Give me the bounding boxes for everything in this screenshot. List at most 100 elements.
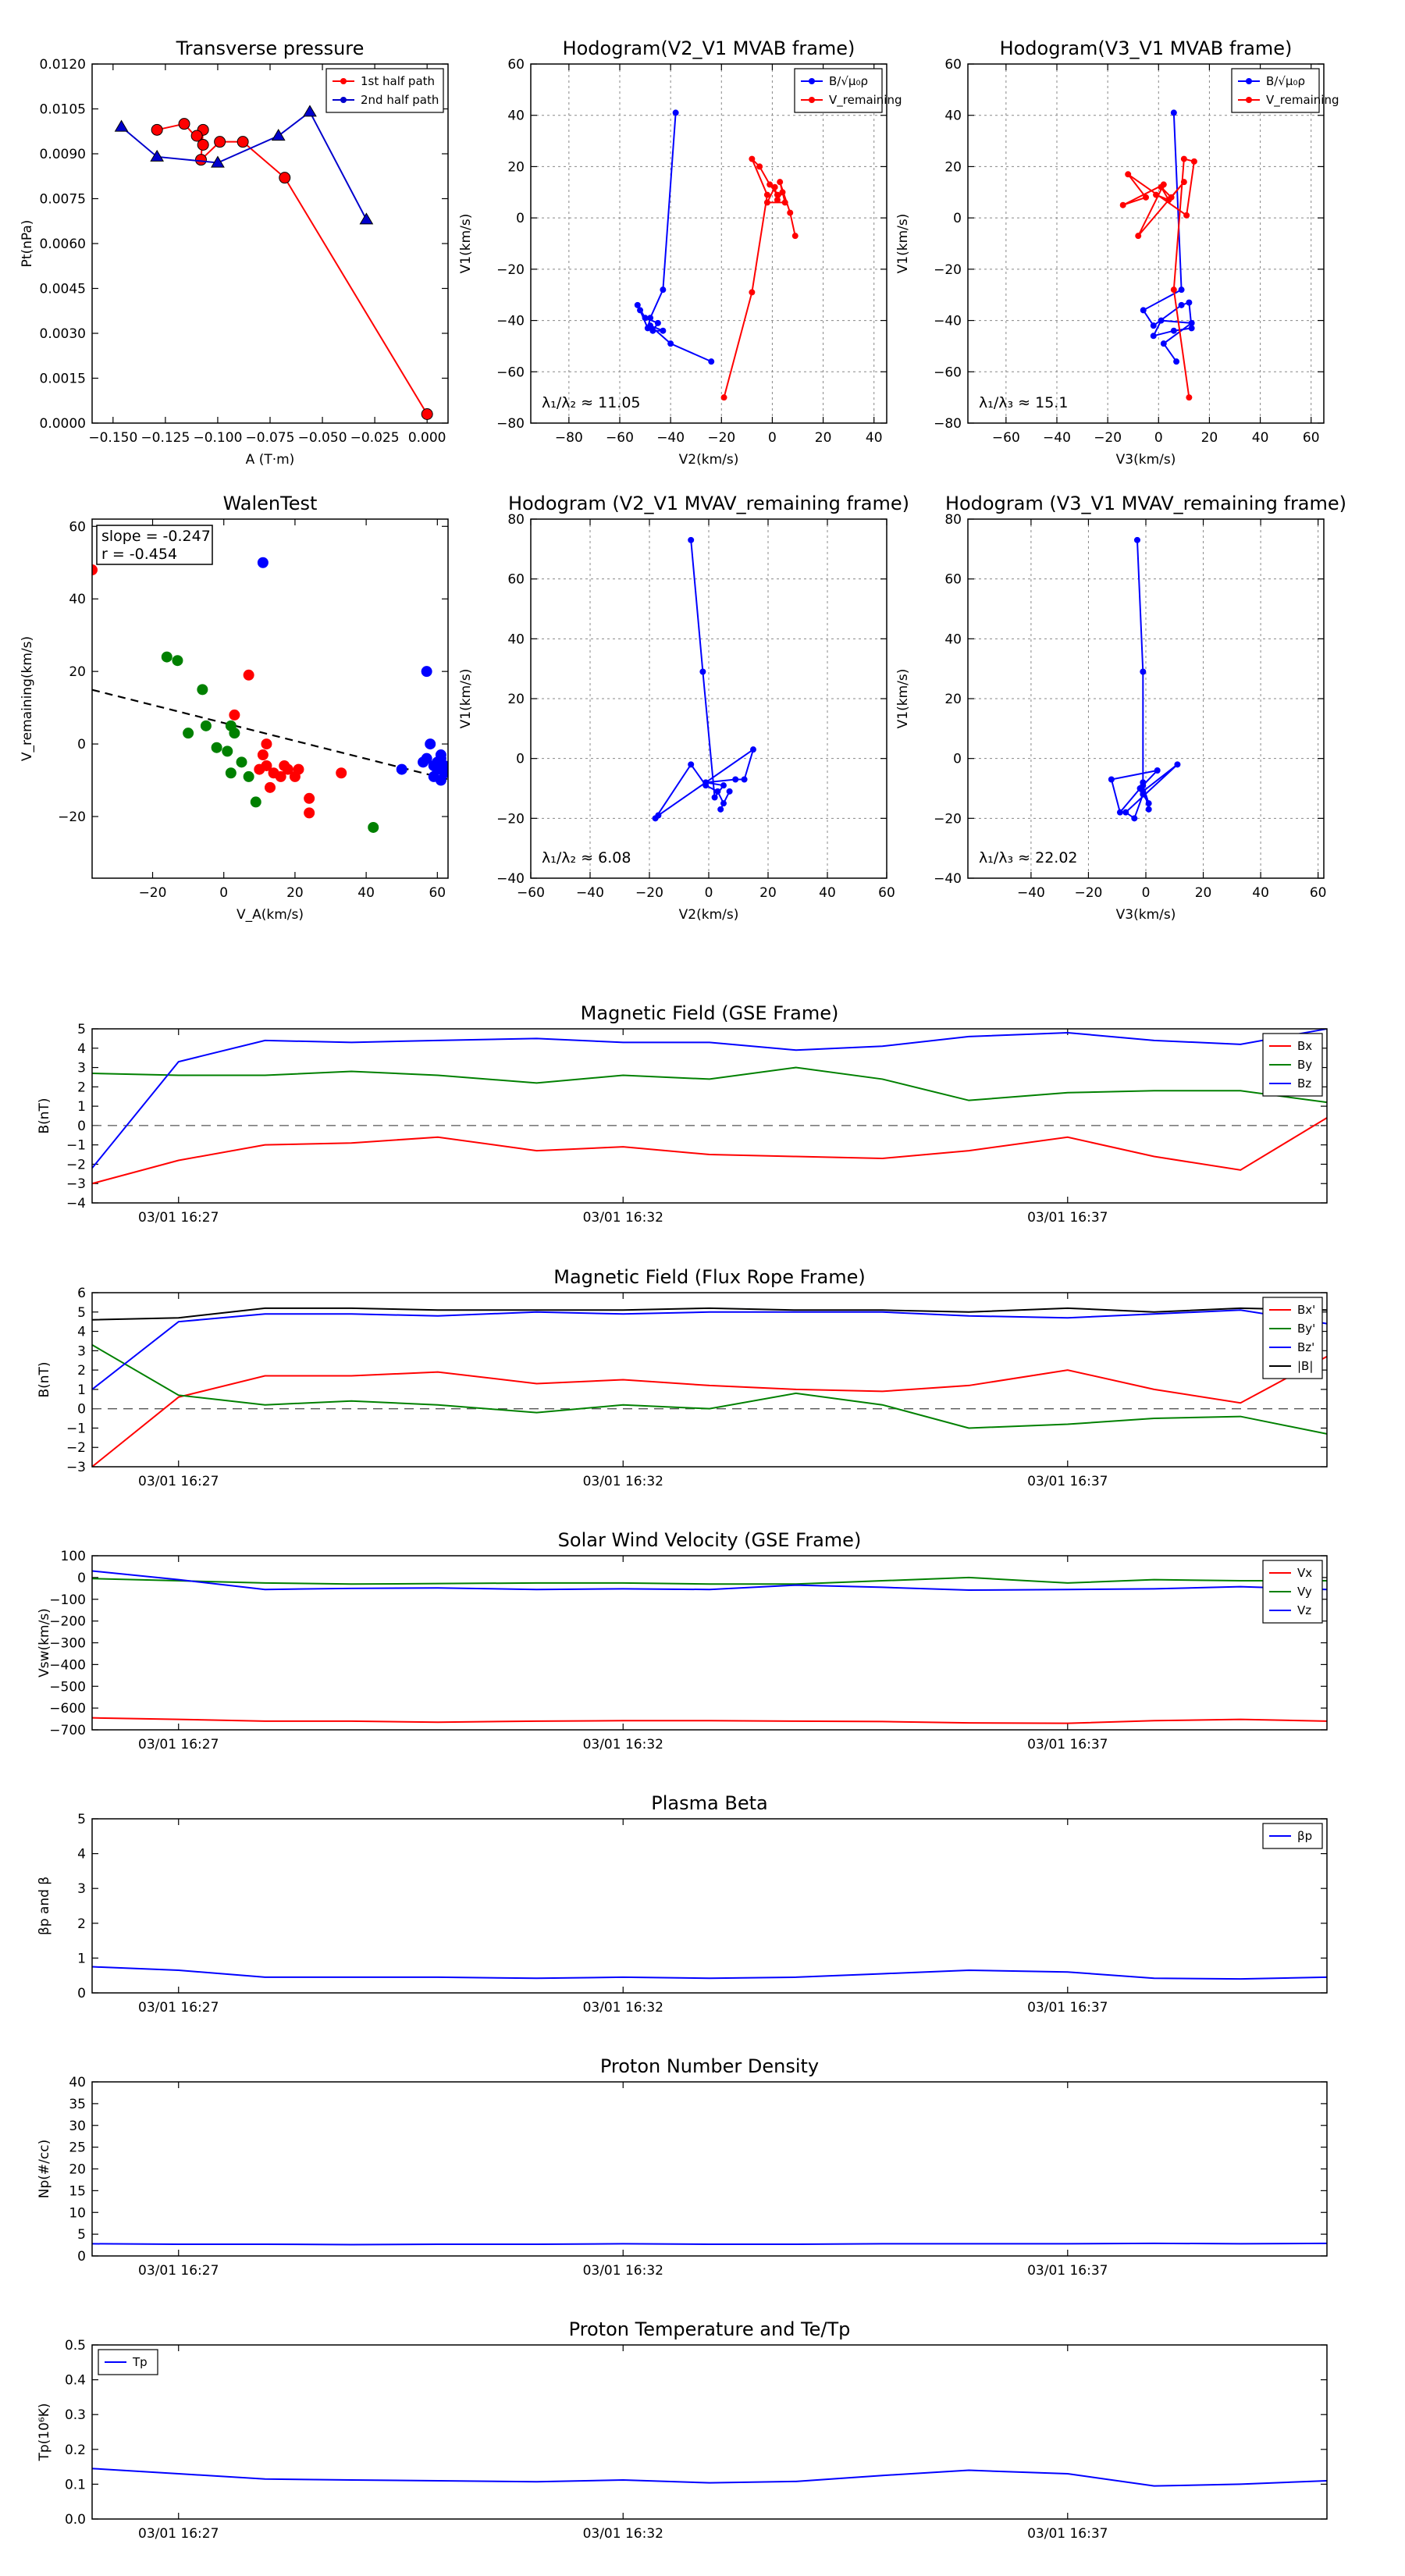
data-point <box>771 183 778 190</box>
legend-marker <box>809 78 815 84</box>
data-point <box>435 774 446 786</box>
y-tick-label: 4 <box>77 1041 86 1057</box>
panel-bfr: Magnetic Field (Flux Rope Frame) −3 −2 −1 0 1… <box>37 1266 1328 1489</box>
data-point <box>1158 317 1165 324</box>
panel-np: Proton Number Density 0 5 10 15 20 25 30 35 40 03/… <box>37 2055 1328 2279</box>
y-tick-label: −1 <box>66 1421 86 1436</box>
data-point <box>1173 358 1180 365</box>
data-point <box>1170 327 1177 334</box>
y-tick-label: 0.3 <box>65 2407 86 2423</box>
y-tick-label: 0 <box>516 752 525 767</box>
y-axis-label: βp and β <box>37 1877 52 1935</box>
y-axis-label: Vsw(km/s) <box>37 1608 52 1678</box>
data-point <box>172 655 183 667</box>
data-point <box>749 155 756 162</box>
y-tick-label: −2 <box>66 1440 86 1456</box>
y-axis-label: B(nT) <box>37 1098 52 1133</box>
x-tick-label: 03/01 16:37 <box>1027 2000 1108 2016</box>
data-point <box>1119 201 1126 208</box>
data-point <box>714 788 721 795</box>
y-tick-label: 25 <box>69 2140 86 2156</box>
chart-title: WalenTest <box>223 493 318 514</box>
y-axis-label: V1(km/s) <box>458 214 474 274</box>
x-tick-label: 03/01 16:37 <box>1027 1210 1108 1226</box>
x-tick-label: 03/01 16:27 <box>138 1474 219 1489</box>
series-line-1 <box>92 1344 1327 1435</box>
data-point <box>265 781 276 793</box>
series-line-2 <box>92 1570 1327 1592</box>
legend-box <box>98 2349 158 2375</box>
y-tick-label: 80 <box>507 512 525 528</box>
y-tick-label: 4 <box>77 1325 86 1340</box>
legend: Bx' By' Bz' |B| <box>1262 1297 1323 1379</box>
data-point <box>359 212 374 225</box>
x-tick-label: −0.150 <box>88 430 137 446</box>
y-tick-label: −1 <box>66 1138 86 1154</box>
data-point <box>779 189 786 196</box>
legend-marker <box>1246 78 1252 84</box>
data-point <box>763 199 770 206</box>
series-line-0 <box>92 1117 1327 1185</box>
data-point <box>1150 322 1157 329</box>
x-tick-label: −0.050 <box>298 430 347 446</box>
y-tick-label: 60 <box>507 57 525 73</box>
data-point <box>425 738 436 750</box>
data-point <box>1140 791 1147 798</box>
x-tick-label: 60 <box>1310 885 1327 901</box>
chart-title: Transverse pressure <box>176 37 365 59</box>
series-line-3 <box>92 1307 1327 1321</box>
series-line-0 <box>156 123 429 415</box>
y-tick-label: 5 <box>77 1812 86 1827</box>
data-point <box>1170 286 1177 294</box>
y-tick-label: 40 <box>944 109 962 124</box>
y-tick-label: −400 <box>49 1657 86 1673</box>
y-tick-label: 60 <box>944 572 962 588</box>
x-tick-label: 0 <box>1154 430 1163 446</box>
y-tick-label: 0 <box>953 211 962 226</box>
x-tick-label: −0.125 <box>140 430 190 446</box>
y-tick-label: −20 <box>496 262 525 278</box>
x-tick-label: 03/01 16:32 <box>583 1737 663 1752</box>
data-layer <box>92 1029 1327 1185</box>
data-layer <box>92 1966 1327 1980</box>
y-tick-label: −40 <box>496 871 525 887</box>
data-point <box>1108 776 1115 783</box>
data-point <box>1170 109 1177 116</box>
legend-label: Vx <box>1297 1566 1312 1580</box>
data-point <box>708 358 715 365</box>
data-point <box>1145 800 1152 807</box>
x-tick-label: −20 <box>1075 885 1103 901</box>
x-axis-label: A (T·m) <box>246 452 295 468</box>
x-tick-label: 60 <box>878 885 895 901</box>
legend: Tp <box>98 2349 158 2375</box>
panel-hodo_mvav_v3: Hodogram (V3_V1 MVAV_remaining frame) −40… <box>895 493 1346 923</box>
data-point <box>279 172 291 184</box>
data-point <box>257 557 269 568</box>
series-line-1 <box>723 158 796 398</box>
y-tick-label: 2 <box>77 1916 86 1932</box>
data-point <box>303 105 317 117</box>
data-point <box>720 800 727 807</box>
axes-frame <box>91 2344 1328 2520</box>
x-tick-label: 40 <box>357 885 375 901</box>
y-tick-label: 0.0105 <box>40 102 86 118</box>
data-point <box>699 668 706 675</box>
y-tick-label: −300 <box>49 1636 86 1652</box>
legend: Vx Vy Vz <box>1262 1560 1323 1624</box>
data-point <box>114 119 129 132</box>
y-tick-label: 30 <box>69 2119 86 2134</box>
series-line-1 <box>120 110 368 220</box>
data-layer <box>114 105 433 420</box>
data-point <box>1154 767 1161 774</box>
panel-hodo_mvab_v2: Hodogram(V2_V1 MVAB frame) −80 −60 −40 −20 0 2… <box>458 37 902 468</box>
y-tick-label: −200 <box>49 1614 86 1630</box>
legend-label: Tp <box>132 2355 148 2369</box>
x-tick-label: −20 <box>1094 430 1122 446</box>
data-layer <box>92 557 448 833</box>
y-axis-label: Tp(10⁶K) <box>37 2403 52 2461</box>
data-point <box>1116 809 1123 816</box>
legend-label: Bx <box>1297 1039 1312 1053</box>
legend-label: 1st half path <box>361 74 435 88</box>
data-point <box>1133 536 1140 543</box>
legend-marker <box>809 97 815 103</box>
